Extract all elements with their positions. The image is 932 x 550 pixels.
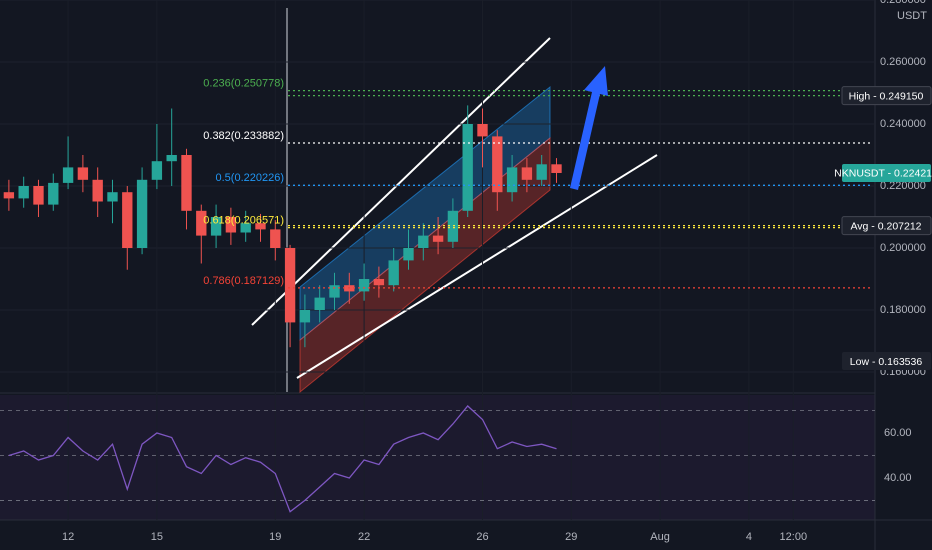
candle-body [270, 229, 281, 249]
fib-label: 0.618(0.206571) [203, 215, 284, 227]
candle-body [18, 186, 29, 199]
rsi-pane [0, 395, 875, 520]
price-badge [842, 352, 931, 371]
candle-body [151, 161, 163, 180]
candle-body [462, 124, 473, 211]
candle-body [122, 192, 133, 249]
candle-body [492, 136, 503, 193]
x-tick-label: Aug [650, 531, 670, 543]
price-badge-label: Avg - 0.207212 [850, 220, 921, 232]
candle-body [477, 124, 488, 137]
candle-body [329, 285, 340, 298]
candle-body [521, 167, 533, 180]
x-tick-label: 12:00 [780, 531, 808, 543]
candle-body [388, 260, 399, 286]
price-badge [842, 163, 931, 182]
candle-body [299, 310, 311, 323]
y-tick-label: 0.260000 [880, 56, 926, 68]
price-badge [841, 216, 932, 236]
candle-body [196, 210, 207, 236]
x-tick-label: 22 [358, 531, 370, 543]
candle-body [447, 210, 459, 242]
price-badge-label: High - 0.249150 [849, 90, 924, 102]
candle-body [136, 179, 148, 249]
candle-body [181, 155, 192, 211]
candle-body [314, 297, 325, 311]
x-tick-label: 12 [62, 531, 74, 543]
rsi-tick-label: 60.00 [884, 427, 912, 439]
fib-label: 0.786(0.187129) [203, 275, 284, 287]
x-tick-label: 4 [746, 531, 752, 543]
x-tick-label: 29 [565, 531, 577, 543]
price-badge [841, 86, 932, 106]
rsi-line [8, 405, 557, 513]
unit-label: USDT [897, 10, 927, 22]
candle-body [225, 217, 237, 233]
candle-body [62, 167, 74, 183]
price-badge-label: Low - 0.163536 [850, 356, 923, 368]
y-tick-label: 0.220000 [880, 180, 926, 192]
fib-label: 0.382(0.233882) [203, 130, 284, 142]
candle-body [33, 186, 44, 205]
trend-line [251, 37, 551, 326]
price-badge-label: NKNUSDT - 0.224214 [834, 168, 932, 180]
candle-body [418, 235, 429, 249]
candle-body [107, 192, 118, 202]
x-tick-label: 19 [269, 531, 281, 543]
x-tick-label: 26 [476, 531, 488, 543]
candle-body [77, 167, 89, 180]
candle-body [506, 167, 518, 193]
candle-body [166, 155, 177, 162]
candle-body [551, 164, 562, 173]
candle-body [536, 164, 547, 180]
y-tick-label: 0.180000 [880, 304, 926, 316]
fib-label: 0.5(0.220226) [216, 172, 285, 184]
candle-body [210, 217, 222, 236]
y-tick-label: 0.240000 [880, 118, 926, 130]
candle-body [240, 223, 251, 233]
trend-line [296, 154, 658, 379]
fib-label: 0.236(0.250778) [203, 77, 284, 89]
candle-body [373, 279, 385, 286]
rsi-tick-label: 40.00 [884, 472, 912, 484]
arrow [570, 66, 608, 190]
candle-body [284, 248, 296, 323]
x-tick-label: 15 [151, 531, 163, 543]
candle-body [255, 223, 266, 230]
y-tick-label: 0.200000 [880, 242, 926, 254]
candle-body [403, 248, 414, 261]
candle-body [48, 182, 59, 205]
candle-body [358, 279, 370, 292]
candle-body [92, 179, 103, 202]
candle-body [3, 192, 15, 199]
y-tick-label: 0.280000 [880, 0, 926, 6]
candle-body [432, 235, 444, 242]
